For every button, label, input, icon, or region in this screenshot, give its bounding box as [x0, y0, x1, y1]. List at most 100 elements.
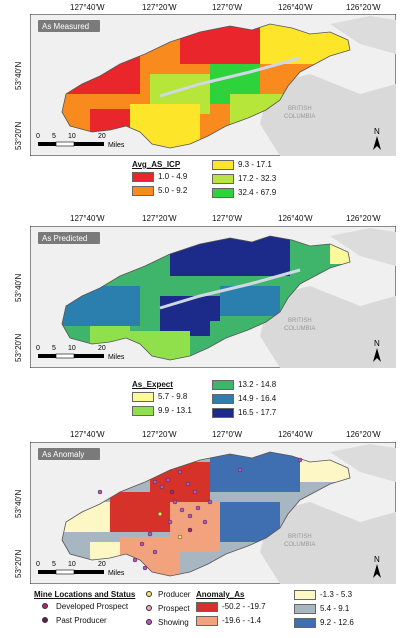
longitude-label: 127°0'W — [212, 3, 243, 12]
legend-label: Developed Prospect — [56, 602, 129, 611]
longitude-label: 126°40'W — [278, 3, 313, 12]
legend-label: -1.3 - 5.3 — [320, 590, 353, 599]
region-label: BRITISH — [288, 318, 312, 324]
region-label: COLUMBIA — [284, 542, 315, 548]
svg-text:0: 0 — [36, 133, 40, 140]
legend-label: 9.9 - 13.1 — [158, 406, 192, 415]
legend-swatch — [212, 174, 234, 184]
legend-swatch — [132, 186, 154, 196]
legend-swatch — [212, 408, 234, 418]
svg-text:5: 5 — [52, 345, 56, 352]
legend-label: 5.7 - 9.8 — [158, 392, 188, 401]
longitude-label: 127°20'W — [142, 430, 177, 439]
legend-label: -19.6 - -1.4 — [222, 616, 262, 625]
legend-label: 16.5 - 17.7 — [238, 408, 277, 417]
legend-label: 1.0 - 4.9 — [158, 172, 188, 181]
svg-text:5: 5 — [52, 133, 56, 140]
svg-text:0: 0 — [36, 561, 40, 568]
mine-symbol — [146, 605, 152, 611]
map-panel-anomaly: As Anomaly BRITISH COLUMBIA 0 5 10 20 Mi… — [30, 442, 396, 584]
legend-label: 17.2 - 32.3 — [238, 174, 277, 183]
map-measured: As Measured BRITISH COLUMBIA 0 5 10 20 M… — [30, 14, 396, 156]
mine-symbol — [146, 591, 152, 597]
longitude-label: 126°40'W — [278, 214, 313, 223]
map-panel-measured: As Measured BRITISH COLUMBIA 0 5 10 20 M… — [30, 14, 396, 156]
legend-swatch — [212, 160, 234, 170]
longitude-label: 127°20'W — [142, 3, 177, 12]
legend-label: Past Producer — [56, 616, 107, 625]
terrain-shade — [330, 16, 396, 54]
svg-text:N: N — [374, 127, 380, 136]
north-arrow-icon: N — [373, 339, 381, 362]
mine-symbol — [42, 603, 48, 609]
north-arrow-icon: N — [373, 555, 381, 578]
latitude-label: 53°20'N — [14, 549, 23, 578]
latitude-label: 53°20'N — [14, 333, 23, 362]
legend-label: 5.0 - 9.2 — [158, 186, 188, 195]
mine-symbol — [146, 619, 152, 625]
legend-swatch — [132, 392, 154, 402]
region-label: COLUMBIA — [284, 114, 315, 120]
legend-label: 14.9 - 16.4 — [238, 394, 277, 403]
region-label: BRITISH — [288, 534, 312, 540]
north-arrow-icon: N — [373, 127, 381, 150]
legend-label: 9.3 - 17.1 — [238, 160, 272, 169]
region-label: COLUMBIA — [284, 326, 315, 332]
legend-swatch — [212, 380, 234, 390]
legend-title: As_Expect — [132, 380, 173, 389]
legend-label: 13.2 - 14.8 — [238, 380, 277, 389]
longitude-label: 127°40'W — [70, 3, 105, 12]
latitude-label: 53°40'N — [14, 61, 23, 90]
panel-title: As Anomaly — [42, 450, 84, 459]
legend-swatch — [212, 188, 234, 198]
svg-text:0: 0 — [36, 345, 40, 352]
latitude-label: 53°20'N — [14, 121, 23, 150]
svg-text:5: 5 — [52, 561, 56, 568]
legend-swatch — [294, 590, 316, 600]
legend-title: Anomaly_As — [196, 590, 245, 599]
legend-label: Showing — [158, 618, 189, 627]
longitude-label: 127°40'W — [70, 430, 105, 439]
svg-text:20: 20 — [98, 561, 106, 568]
svg-text:20: 20 — [98, 345, 106, 352]
svg-text:Miles: Miles — [108, 142, 125, 149]
longitude-label: 126°40'W — [278, 430, 313, 439]
longitude-label: 127°20'W — [142, 214, 177, 223]
latitude-label: 53°40'N — [14, 489, 23, 518]
legend-title: Avg_AS_ICP — [132, 160, 181, 169]
svg-text:20: 20 — [98, 133, 106, 140]
scale-bar: 0 5 10 20 Miles — [36, 345, 125, 361]
svg-text:Miles: Miles — [108, 354, 125, 361]
svg-text:N: N — [374, 555, 380, 564]
legend-label: 5.4 - 9.1 — [320, 604, 350, 613]
longitude-label: 127°0'W — [212, 430, 243, 439]
longitude-label: 127°0'W — [212, 214, 243, 223]
legend-swatch — [294, 618, 316, 628]
svg-text:10: 10 — [68, 345, 76, 352]
longitude-label: 126°20'W — [346, 430, 381, 439]
terrain-shade — [260, 74, 396, 156]
mine-symbol — [42, 617, 48, 623]
legend-label: 9.2 - 12.6 — [320, 618, 354, 627]
legend-swatch — [294, 604, 316, 614]
legend-label: 32.4 - 67.9 — [238, 188, 277, 197]
scale-bar: 0 5 10 20 Miles — [36, 133, 125, 149]
map-panel-predicted: As Predicted BRITISH COLUMBIA 0 5 10 20 … — [30, 226, 396, 368]
legend-label: Prospect — [158, 604, 190, 613]
panel-title: As Measured — [42, 22, 89, 31]
svg-text:N: N — [374, 339, 380, 348]
legend-title: Mine Locations and Status — [34, 590, 136, 599]
legend-label: Producer — [158, 590, 191, 599]
legend-swatch — [196, 616, 218, 626]
region-label: BRITISH — [288, 106, 312, 112]
legend-swatch — [132, 406, 154, 416]
map-predicted: As Predicted BRITISH COLUMBIA 0 5 10 20 … — [30, 226, 396, 368]
legend-swatch — [196, 602, 218, 612]
legend-label: -50.2 - -19.7 — [222, 602, 266, 611]
mine-points — [97, 457, 303, 571]
legend-swatch — [212, 394, 234, 404]
map-anomaly: As Anomaly BRITISH COLUMBIA 0 5 10 20 Mi… — [30, 442, 396, 584]
longitude-label: 126°20'W — [346, 3, 381, 12]
scale-bar: 0 5 10 20 Miles — [36, 561, 125, 577]
longitude-label: 126°20'W — [346, 214, 381, 223]
